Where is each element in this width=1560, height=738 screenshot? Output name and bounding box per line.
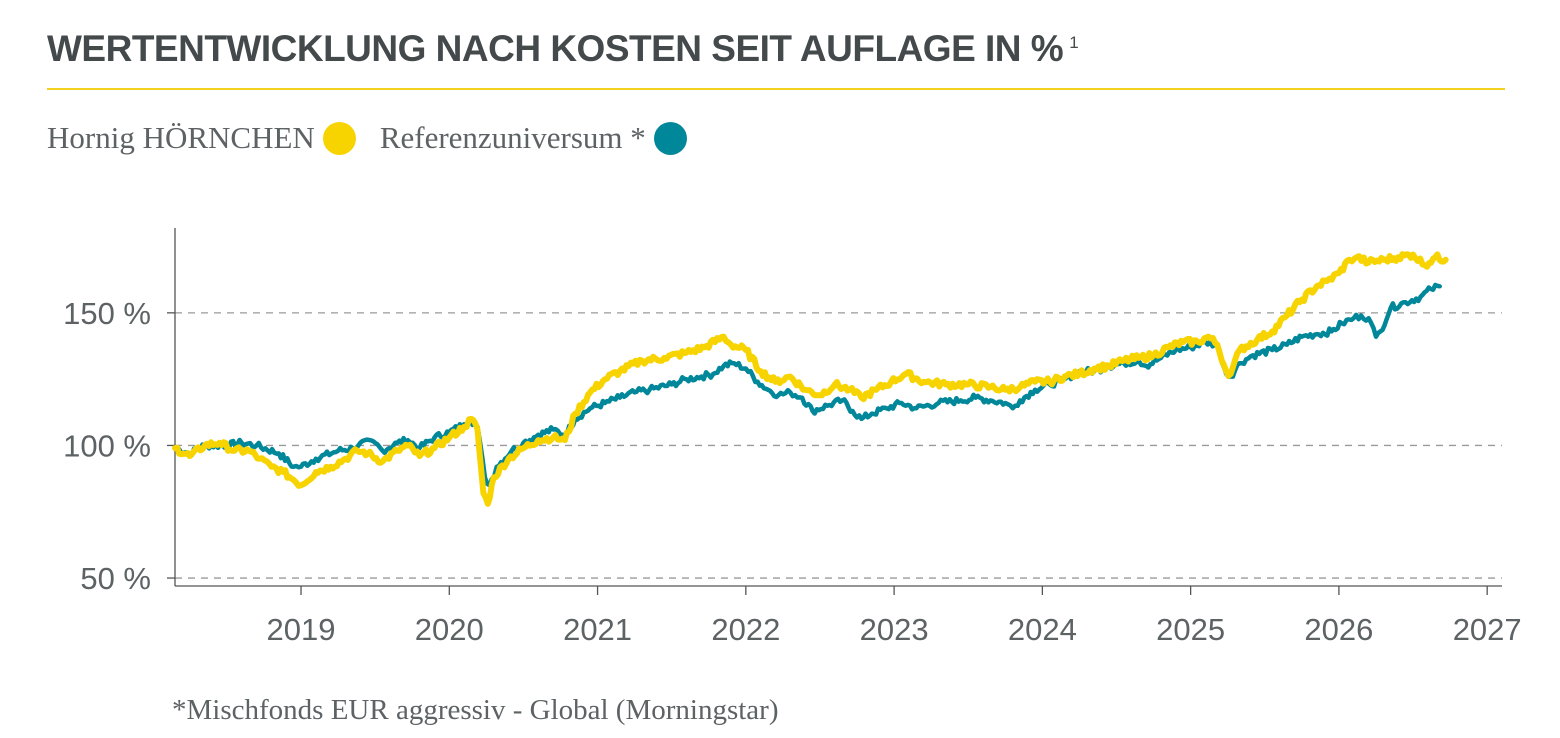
y-tick-label-100: 100 %	[63, 428, 151, 463]
legend-label-fund: Hornig HÖRNCHEN	[47, 120, 315, 155]
legend: Hornig HÖRNCHEN Referenzuniversum *	[47, 118, 711, 158]
chart-area: 50 % 100 % 150 % 2019 2020 2021 2022 2023 2024 20…	[0, 200, 1560, 670]
chart-title-text: WERTENTWICKLUNG NACH KOSTEN SEIT AUFLAGE…	[47, 28, 1064, 69]
line-chart: 50 % 100 % 150 % 2019 2020 2021 2022 2023 2024 20…	[63, 228, 1522, 647]
y-tick-label-50: 50 %	[80, 561, 151, 596]
legend-item-fund: Hornig HÖRNCHEN	[47, 120, 356, 156]
x-tick-label-2019: 2019	[267, 612, 336, 647]
x-tick-label-2024: 2024	[1008, 612, 1077, 647]
chart-title: WERTENTWICKLUNG NACH KOSTEN SEIT AUFLAGE…	[47, 28, 1079, 70]
y-tick-label-150: 150 %	[63, 296, 151, 331]
title-footnote-marker: 1	[1069, 32, 1079, 52]
x-tick-label-2025: 2025	[1156, 612, 1225, 647]
legend-item-reference: Referenzuniversum *	[380, 120, 687, 156]
x-tick-label-2021: 2021	[563, 612, 632, 647]
x-tick-label-2026: 2026	[1304, 612, 1373, 647]
legend-label-reference: Referenzuniversum *	[379, 120, 646, 155]
title-underline	[47, 88, 1505, 90]
x-tick-label-2020: 2020	[415, 612, 484, 647]
series-line-fund	[172, 251, 1449, 507]
legend-dot-fund-icon	[322, 121, 356, 155]
x-tick-label-2022: 2022	[711, 612, 780, 647]
x-tick-label-2023: 2023	[860, 612, 929, 647]
x-tick-label-2027: 2027	[1453, 612, 1522, 647]
footnote: *Mischfonds EUR aggressiv - Global (Morn…	[172, 694, 779, 726]
legend-dot-reference-icon	[653, 121, 687, 155]
